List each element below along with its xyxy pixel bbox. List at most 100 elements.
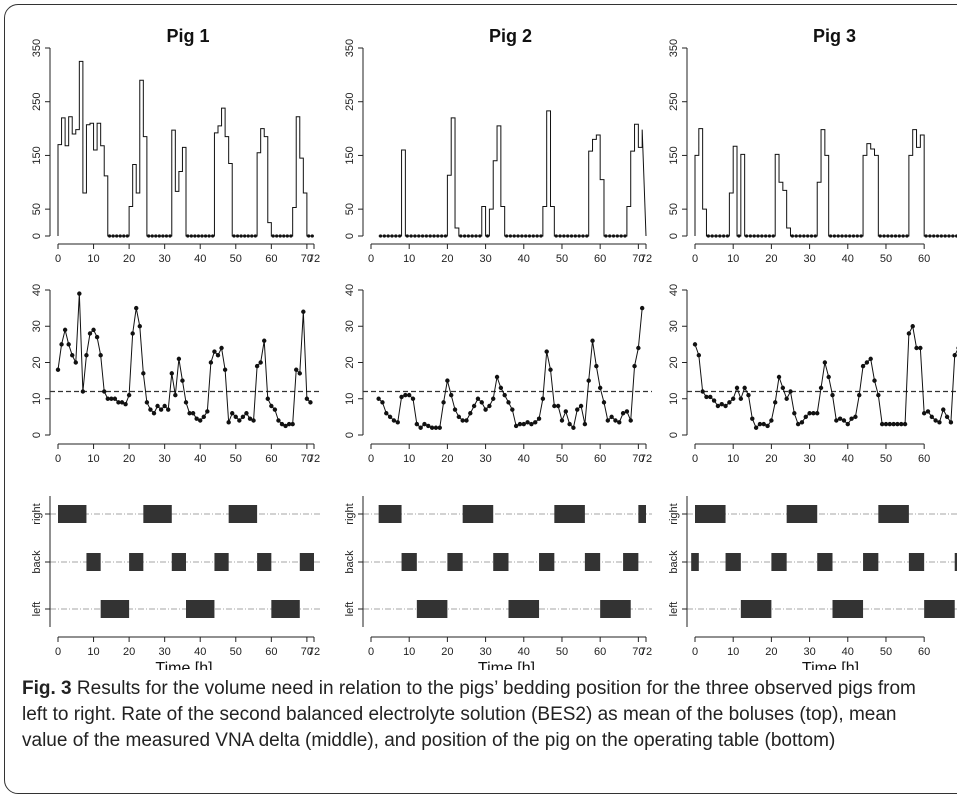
vna-delta-point [456,414,462,420]
bottom-x-tick-label: 70 [301,646,313,658]
bottom-x-tick-label: 20 [441,646,453,658]
vna-delta-point [609,414,614,420]
mid-y-tick-label: 20 [31,356,43,368]
vna-delta-point [137,324,142,329]
bottom-x-tick-label: 60 [918,646,930,658]
position-bar-right [378,505,402,523]
top-y-tick-label: 350 [31,39,43,57]
vna-delta-point [757,421,763,427]
vna-delta-point [902,421,908,427]
position-bar-left [186,600,215,618]
vna-delta-point [215,353,221,358]
vna-delta-point [692,342,698,347]
mid-y-tick-label: 10 [668,393,680,405]
vna-delta-point [753,425,759,430]
top-zero-point [806,234,810,238]
vna-delta-point [176,356,182,362]
top-y-tick-label: 0 [344,233,356,239]
vna-delta-point [594,363,599,369]
top-zero-point [809,234,814,238]
top-zero-point [764,234,768,238]
bottom-x-tick-label: 40 [842,646,854,658]
top-zero-point [577,234,581,238]
position-bar-back [908,553,925,571]
vna-delta-point [830,392,835,398]
vna-delta-point [868,356,873,362]
bottom-x-tick-label: 72 [640,646,652,658]
figure-caption: Fig. 3 Results for the volume need in re… [22,676,942,754]
x-axis-title: Time [h] [802,660,859,670]
position-bar-right [58,505,87,523]
vna-delta-point [887,421,892,427]
vna-delta-point [605,418,611,423]
top-zero-point [432,234,436,238]
vna-delta-point [769,418,774,423]
top-zero-point [409,234,413,238]
vna-delta-point [864,360,870,365]
vna-delta-point [834,418,839,423]
vna-delta-point [803,414,808,420]
top-zero-point [115,234,119,238]
vna-delta-point [773,400,778,405]
vna-delta-point [109,396,114,401]
position-bar-back [86,553,101,571]
vna-delta-point [445,378,450,383]
top-zero-point [189,234,193,238]
bottom-x-tick-label: 40 [194,646,206,658]
top-zero-point [813,234,817,238]
vna-delta-point [575,407,580,412]
top-zero-point [905,234,909,238]
top-zero-point [125,234,129,238]
position-bar-left [600,600,631,618]
position-label-left: left [31,602,43,617]
top-zero-point [289,234,293,238]
top-zero-point [462,234,467,238]
vna-delta-point [723,403,728,409]
vna-delta-point [198,418,203,423]
mid-y-tick-label: 10 [344,393,356,405]
vna-delta-point [279,421,285,427]
mid-x-tick-label: 20 [441,453,453,465]
vna-delta-point [624,409,630,414]
top-zero-point [802,234,806,238]
position-bar-left [100,600,130,618]
bottom-x-tick-label: 10 [403,646,415,658]
top-zero-point [924,234,928,238]
vna-delta-point [876,392,881,398]
top-zero-point [382,234,386,238]
vna-delta-point [308,400,313,405]
vna-delta-point [205,409,210,414]
vna-delta-point [620,411,626,416]
caption-lead: Fig. 3 [22,678,72,699]
vna-delta-point [233,414,238,420]
mid-x-tick-label: 0 [55,453,61,465]
vna-delta-point [807,411,812,416]
position-label-right: right [31,503,43,524]
mid-x-tick-label: 20 [123,453,135,465]
vna-delta-point [105,396,110,401]
bottom-x-tick-label: 10 [87,646,99,658]
vna-delta-point [134,305,139,311]
top-zero-point [168,234,172,238]
vna-delta-point [628,418,633,423]
bottom-x-tick-label: 30 [479,646,491,658]
top-zero-point [154,234,158,238]
vna-delta-point [244,411,249,416]
top-zero-point [164,234,169,238]
vna-delta-point [70,353,75,358]
vna-delta-point [510,407,515,412]
top-zero-point [150,234,154,238]
vna-delta-point [141,371,146,376]
vna-delta-point [525,420,530,425]
vna-delta-point [879,421,885,427]
position-bar-left [271,600,300,618]
top-zero-point [527,234,532,238]
vna-delta-point [304,396,310,401]
vna-delta-point [895,421,900,427]
bottom-x-tick-label: 60 [594,646,606,658]
vna-delta-point [483,407,488,412]
vna-delta-point [548,367,553,372]
vna-delta-point [468,411,473,416]
mid-y-tick-label: 30 [668,320,680,332]
top-zero-point [932,234,936,238]
